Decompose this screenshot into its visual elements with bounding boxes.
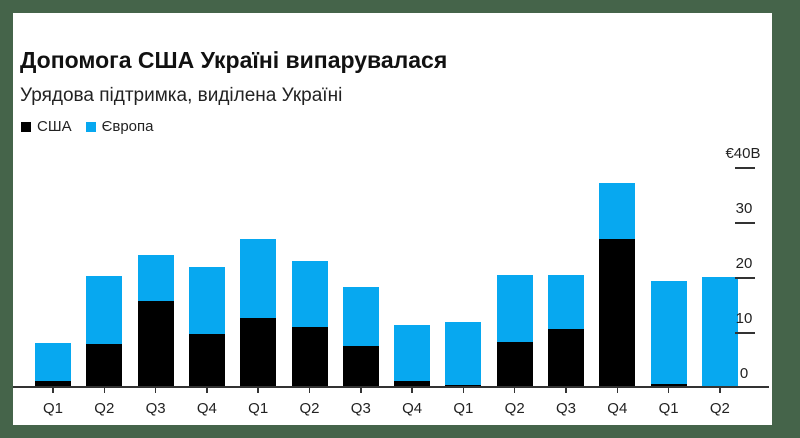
bar-segment-europe [445,322,482,386]
bar-segment-europe [240,239,277,319]
legend-item-us: США [21,118,72,135]
bar-segment-us [496,341,533,387]
bar-segment-us [291,327,328,387]
bar-stack [35,343,71,387]
bar-stack [86,275,123,387]
x-tick [616,387,619,393]
legend-swatch-europe [85,121,96,132]
bar-segment-us [240,318,277,387]
x-tick-label: Q2 [299,400,320,417]
x-tick-label: Q1 [248,400,269,417]
x-tick [667,387,670,393]
x-tick [154,387,157,393]
x-tick [719,387,721,393]
bar-segment-europe [342,286,379,346]
chart-card: Допомога США Україні випарувалася Урядов… [13,13,772,425]
x-tick [565,387,567,393]
bar-segment-europe [701,277,738,387]
x-tick-label: Q2 [94,400,115,417]
x-tick [308,387,311,393]
bar-segment-europe [291,261,328,328]
x-tick [103,387,106,393]
stacked-bar-chart: Q1 Q2 Q3 Q4 Q1 Q2 Q3 Q4 Q1 Q2 Q3 Q4 Q1 Q2 0 10 20 30 €40B [13,13,772,425]
bar-stack [496,274,533,387]
bar-stack [599,182,636,387]
x-tick [411,387,413,393]
x-tick [513,387,516,393]
bar-segment-us [650,383,687,387]
bar-stack [701,277,738,387]
bar-segment-us [548,329,584,387]
bar-stack [291,261,328,387]
bar-segment-europe [650,280,687,384]
x-tick [462,387,465,393]
x-tick-label: Q1 [658,400,679,417]
bar-segment-europe [35,343,71,381]
bar-segment-europe [137,255,174,302]
bar-segment-us [188,334,225,387]
bar-stack [445,322,482,387]
x-tick-label: Q4 [607,400,628,417]
bar-stack [188,267,225,387]
bar-segment-europe [548,274,584,330]
bar-segment-us [394,380,431,387]
y-tick-mark [735,167,755,169]
x-tick-label: Q2 [709,400,730,417]
bar-segment-us [137,301,174,387]
y-tick-label: 0 [739,365,749,382]
bar-segment-europe [599,182,636,240]
chart-subtitle: Урядова підтримка, виділена Україні [20,85,343,106]
legend: США Європа [21,118,168,135]
x-tick-label: Q3 [145,400,166,417]
x-tick [52,387,54,393]
y-tick-mark [735,332,755,334]
bar-stack [650,280,687,387]
bar-segment-us [599,239,636,387]
x-axis-line [13,386,769,388]
x-tick-label: Q1 [42,400,63,417]
legend-label-us: США [37,118,72,135]
y-tick-label: 20 [735,255,753,272]
y-tick-mark [735,222,755,224]
bar-segment-europe [394,324,431,381]
plot-area [23,13,738,387]
y-tick-mark [735,277,755,279]
x-tick-label: Q3 [555,400,576,417]
chart-title: Допомога США Україні випарувалася [20,47,448,73]
x-tick-label: Q2 [504,400,525,417]
bar-stack [137,255,174,387]
bar-segment-europe [86,275,123,345]
legend-swatch-us [21,121,31,132]
bar-segment-us [86,344,123,387]
legend-label-europe: Європа [101,118,154,135]
bar-segment-europe [496,274,533,342]
bar-segment-us [342,345,379,387]
legend-item-europe: Європа [85,118,154,135]
x-tick [206,387,208,393]
bar-stack [548,274,584,387]
x-tick-label: Q3 [350,400,371,417]
x-tick-label: Q4 [196,400,217,417]
bar-stack [394,324,431,387]
y-tick-label: 30 [735,200,753,217]
x-tick [257,387,259,393]
x-tick-label: Q1 [453,400,474,417]
y-tick-label: 10 [735,310,753,327]
bar-stack [240,239,277,387]
y-tick-label: €40B [725,145,761,162]
bar-stack [342,286,379,387]
bar-segment-us [35,380,71,387]
bar-segment-europe [188,267,225,335]
x-tick-label: Q4 [402,400,423,417]
x-tick [360,387,362,393]
